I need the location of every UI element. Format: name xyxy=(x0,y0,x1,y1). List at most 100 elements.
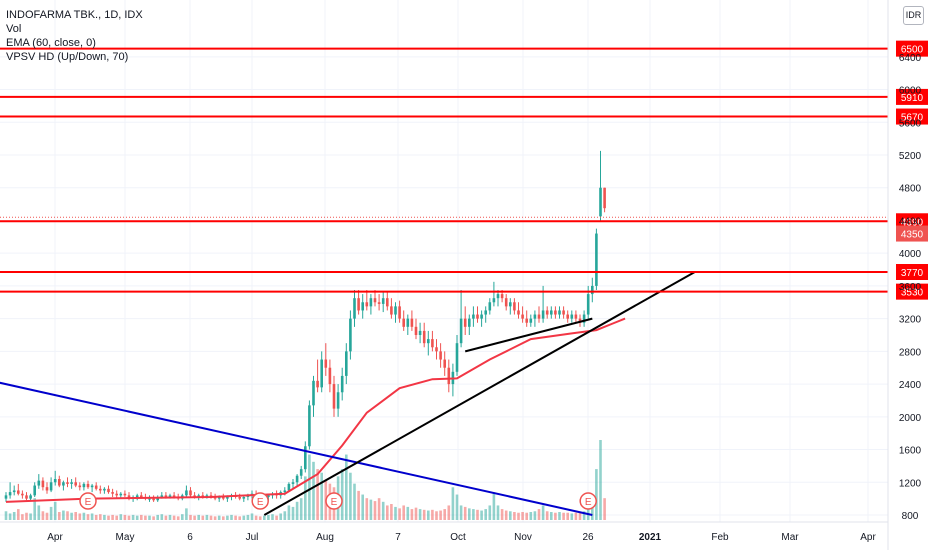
currency-button[interactable]: IDR xyxy=(903,6,924,25)
candle-body xyxy=(361,302,364,311)
candle-body xyxy=(4,495,8,499)
candle-body xyxy=(521,314,524,319)
resistance-tag xyxy=(896,40,928,57)
y-tick-label: 3600 xyxy=(899,282,922,293)
resistance-label: 4390 xyxy=(901,217,924,228)
candle-body xyxy=(545,310,549,315)
earnings-marker[interactable] xyxy=(251,492,269,510)
candle-body xyxy=(443,359,446,368)
candle-body xyxy=(164,495,168,497)
volume-bar xyxy=(521,512,524,520)
volume-bar xyxy=(513,512,516,520)
volume-bar xyxy=(62,510,65,520)
candle-body xyxy=(537,314,541,319)
volume-bar xyxy=(119,514,123,520)
resistance-label: 3770 xyxy=(901,268,924,279)
x-tick-label: Nov xyxy=(514,532,532,543)
candle-body xyxy=(488,302,492,311)
candle-body xyxy=(99,488,102,491)
candle-body xyxy=(308,405,311,447)
candle-body xyxy=(418,330,422,335)
volume-bar xyxy=(66,511,69,520)
earnings-marker[interactable] xyxy=(79,492,97,510)
earnings-marker-label: E xyxy=(85,497,92,508)
volume-bar xyxy=(111,514,114,520)
volume-bar xyxy=(525,512,528,520)
volume-bar xyxy=(172,515,176,520)
trendline xyxy=(0,381,593,516)
y-tick-label: 2800 xyxy=(899,347,922,358)
volume-bar xyxy=(103,514,106,520)
candle-body xyxy=(111,492,114,494)
trendline xyxy=(263,271,696,516)
candle-body xyxy=(533,314,537,319)
candle-body xyxy=(304,446,307,470)
candle-body xyxy=(340,375,344,393)
x-tick-label: Mar xyxy=(781,532,799,543)
candle-body xyxy=(119,493,123,496)
volume-bar xyxy=(160,514,164,520)
y-tick-label: 5600 xyxy=(899,118,922,129)
legend-ema[interactable]: EMA (60, close, 0) xyxy=(6,37,96,49)
candle-body xyxy=(492,298,496,303)
volume-bar xyxy=(357,490,360,520)
candle-body xyxy=(148,498,151,500)
ema-60-line xyxy=(5,317,626,503)
candle-body xyxy=(86,483,90,488)
resistance-label: 5670 xyxy=(901,113,924,124)
volume-bar xyxy=(402,505,405,520)
volume-bar xyxy=(176,516,180,520)
volume-bar xyxy=(578,512,582,520)
volume-bar xyxy=(299,498,303,520)
candle-body xyxy=(447,367,451,385)
candle-body xyxy=(29,495,32,499)
candle-body xyxy=(365,302,369,307)
volume-bar xyxy=(414,507,418,520)
volume-bar xyxy=(37,505,41,520)
volume-bar xyxy=(353,483,356,520)
candle-body xyxy=(135,495,139,497)
volume-bar xyxy=(431,509,434,520)
candle-body xyxy=(45,487,49,491)
volume-bar xyxy=(345,454,348,520)
legend-vpsv[interactable]: VPSV HD (Up/Down, 70) xyxy=(6,51,129,63)
trendlines xyxy=(0,271,696,516)
x-tick-label: Jul xyxy=(246,532,259,543)
volume-bar xyxy=(17,509,20,520)
candle-body xyxy=(369,298,373,307)
volume-bar xyxy=(570,513,574,520)
candle-body xyxy=(574,314,578,319)
candle-body xyxy=(17,490,20,494)
candle-body xyxy=(463,318,467,327)
candle-body xyxy=(8,492,12,496)
candle-body xyxy=(336,392,340,409)
legend-symbol[interactable]: INDOFARMA TBK., 1D, IDX xyxy=(6,9,143,21)
earnings-marker-label: E xyxy=(331,497,338,508)
candle-body xyxy=(386,298,389,307)
candle-body xyxy=(299,469,303,476)
candle-body xyxy=(468,318,471,327)
earnings-marker[interactable] xyxy=(579,492,597,510)
candle-body xyxy=(238,497,241,499)
volume-bar xyxy=(78,513,82,520)
candle-body xyxy=(168,495,172,497)
y-tick-label: 5200 xyxy=(899,151,922,162)
y-tick-label: 2400 xyxy=(899,380,922,391)
volume-bar xyxy=(603,498,606,520)
volume-bar xyxy=(115,515,118,520)
volume-bar xyxy=(418,509,422,520)
legend-volume[interactable]: Vol xyxy=(6,23,22,35)
candle-body xyxy=(21,493,24,496)
y-tick-label: 3200 xyxy=(899,315,922,326)
earnings-marker[interactable] xyxy=(325,492,343,510)
volume-bar xyxy=(4,511,8,520)
volume-bar xyxy=(443,509,446,520)
candle-body xyxy=(394,306,397,315)
volume-bar xyxy=(500,509,504,520)
volume-bar xyxy=(439,510,442,520)
resistance-tag xyxy=(896,213,928,230)
candle-body xyxy=(402,318,405,327)
volume-bar xyxy=(586,501,590,520)
